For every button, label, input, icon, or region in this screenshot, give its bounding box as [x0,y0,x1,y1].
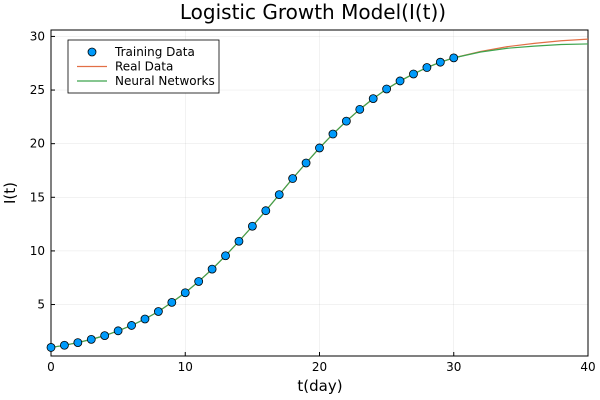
training-data-point [113,326,123,336]
y-axis-label: I(t) [1,182,19,204]
y-tick-label: 30 [30,29,45,43]
x-tick-label: 10 [178,360,193,374]
y-tick-label: 15 [30,190,45,204]
series-layer [46,38,589,352]
training-data-point [409,69,418,79]
training-data-point [261,206,271,216]
training-data-point [435,57,445,67]
legend-label-training-data: Training Data [114,45,195,59]
training-data-point [315,143,324,153]
training-data-point [127,321,136,330]
legend-label-neural-networks: Neural Networks [115,74,215,88]
training-data-point [86,334,96,344]
chart-title: Logistic Growth Model(I(t)) [180,0,446,24]
x-tick-label: 40 [580,360,595,374]
training-data-point [247,221,257,231]
training-data-point [449,53,459,63]
training-data-point [221,251,230,261]
training-data-point [382,84,392,94]
training-data-point [288,174,298,183]
training-data-point [60,340,69,350]
training-data-point [207,264,217,274]
training-data-point [274,190,284,200]
legend-marker-training-data [87,47,97,57]
training-data-point [301,158,311,168]
x-tick-label: 0 [47,360,55,374]
legend-label-real-data: Real Data [115,60,173,74]
training-data-point [140,314,150,324]
training-data-point [341,116,351,126]
y-tick-label: 25 [30,83,45,97]
training-data-point [100,331,110,341]
training-data-point [46,343,56,352]
training-data-point [355,104,365,114]
y-tick-label: 10 [30,244,45,258]
training-data-point [395,76,405,86]
training-data-point [167,297,177,307]
training-data-point [234,236,244,246]
training-data-point [73,338,83,347]
axis-ticks: 0 10 20 30 40 5 10 15 20 25 30 [30,29,596,374]
training-data-point [194,277,204,286]
training-data-point [180,288,190,298]
x-tick-label: 20 [312,360,327,374]
training-data-point [422,63,432,72]
y-tick-label: 20 [30,137,45,151]
training-data-point [153,307,163,316]
x-axis-label: t(day) [297,377,342,395]
x-tick-label: 30 [446,360,461,374]
training-data-point [328,129,338,139]
training-data-point [368,94,378,104]
y-tick-label: 5 [37,298,45,312]
